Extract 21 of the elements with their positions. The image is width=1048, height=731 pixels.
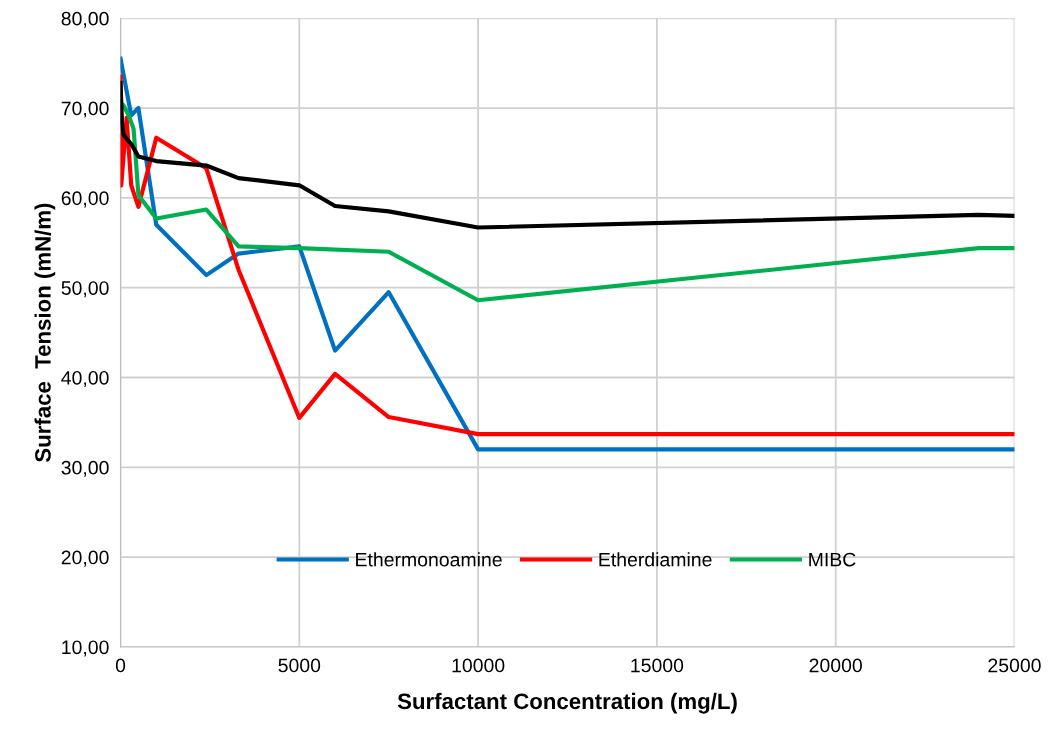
x-tick-label: 5000 [278,658,321,673]
y-tick-label: 60,00 [61,191,109,208]
x-tick-label: 0 [115,658,126,673]
y-axis-title: Surface Tension (mN/m) [34,203,56,463]
line-series [120,101,1015,303]
x-tick-label: 25000 [988,658,1041,673]
y-tick-label: 30,00 [61,460,109,477]
x-tick-label: 10000 [452,658,505,673]
legend-label: Ethermonoamine [356,552,502,567]
y-tick-label: 80,00 [61,11,109,28]
y-tick-label: 40,00 [61,370,109,388]
x-tick-label: 20000 [809,658,862,673]
legend-label: MIBC [809,552,856,567]
x-axis-title: Surfactant Concentration (mg/L) [397,692,737,714]
y-tick-label: 70,00 [61,101,109,118]
line-series [120,80,1015,230]
x-tick-label: 15000 [631,658,684,673]
legend-label: Etherdiamine [599,552,712,567]
y-tick-label: 20,00 [61,550,109,567]
y-tick-label: 50,00 [61,281,109,298]
y-tick-label: 10,00 [62,640,109,657]
